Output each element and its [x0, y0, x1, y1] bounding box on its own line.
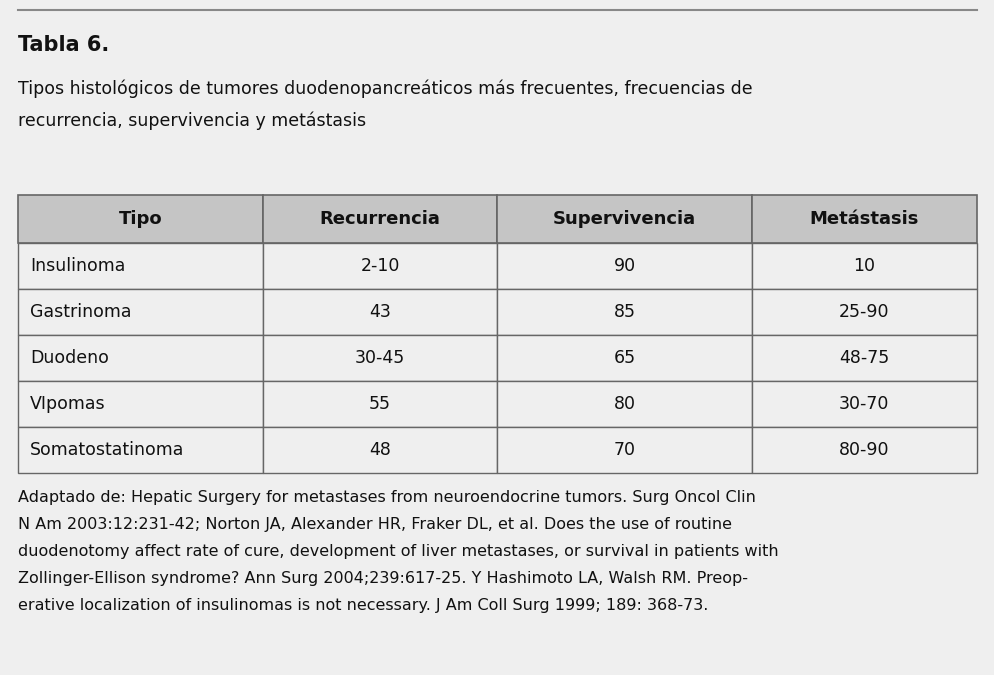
Text: Supervivencia: Supervivencia — [553, 210, 696, 228]
Text: Recurrencia: Recurrencia — [319, 210, 440, 228]
Text: 80-90: 80-90 — [838, 441, 889, 459]
Text: Gastrinoma: Gastrinoma — [30, 303, 131, 321]
Text: Duodeno: Duodeno — [30, 349, 108, 367]
Text: Tipo: Tipo — [118, 210, 162, 228]
Text: 43: 43 — [369, 303, 391, 321]
Text: Tabla 6.: Tabla 6. — [18, 35, 109, 55]
Text: erative localization of insulinomas is not necessary. J Am Coll Surg 1999; 189: : erative localization of insulinomas is n… — [18, 598, 708, 613]
Text: Metástasis: Metástasis — [809, 210, 918, 228]
Text: 48: 48 — [369, 441, 391, 459]
Text: 65: 65 — [613, 349, 635, 367]
Text: 80: 80 — [613, 395, 635, 413]
Text: duodenotomy affect rate of cure, development of liver metastases, or survival in: duodenotomy affect rate of cure, develop… — [18, 544, 778, 559]
Text: 85: 85 — [613, 303, 635, 321]
Text: 48-75: 48-75 — [838, 349, 889, 367]
Text: Tipos histológicos de tumores duodenopancreáticos más frecuentes, frecuencias de: Tipos histológicos de tumores duodenopan… — [18, 80, 751, 99]
Text: 30-70: 30-70 — [838, 395, 889, 413]
Text: VIpomas: VIpomas — [30, 395, 105, 413]
Text: Insulinoma: Insulinoma — [30, 257, 125, 275]
Text: 90: 90 — [613, 257, 635, 275]
Text: Somatostatinoma: Somatostatinoma — [30, 441, 184, 459]
Text: 70: 70 — [613, 441, 635, 459]
Text: 2-10: 2-10 — [360, 257, 400, 275]
Text: 10: 10 — [853, 257, 875, 275]
Text: 55: 55 — [369, 395, 391, 413]
Text: N Am 2003:12:231-42; Norton JA, Alexander HR, Fraker DL, et al. Does the use of : N Am 2003:12:231-42; Norton JA, Alexande… — [18, 517, 732, 532]
Text: Zollinger-Ellison syndrome? Ann Surg 2004;239:617-25. Y Hashimoto LA, Walsh RM. : Zollinger-Ellison syndrome? Ann Surg 200… — [18, 571, 747, 586]
Text: 30-45: 30-45 — [355, 349, 405, 367]
Text: Adaptado de: Hepatic Surgery for metastases from neuroendocrine tumors. Surg Onc: Adaptado de: Hepatic Surgery for metasta… — [18, 490, 755, 505]
Text: recurrencia, supervivencia y metástasis: recurrencia, supervivencia y metástasis — [18, 112, 366, 130]
Text: 25-90: 25-90 — [838, 303, 889, 321]
